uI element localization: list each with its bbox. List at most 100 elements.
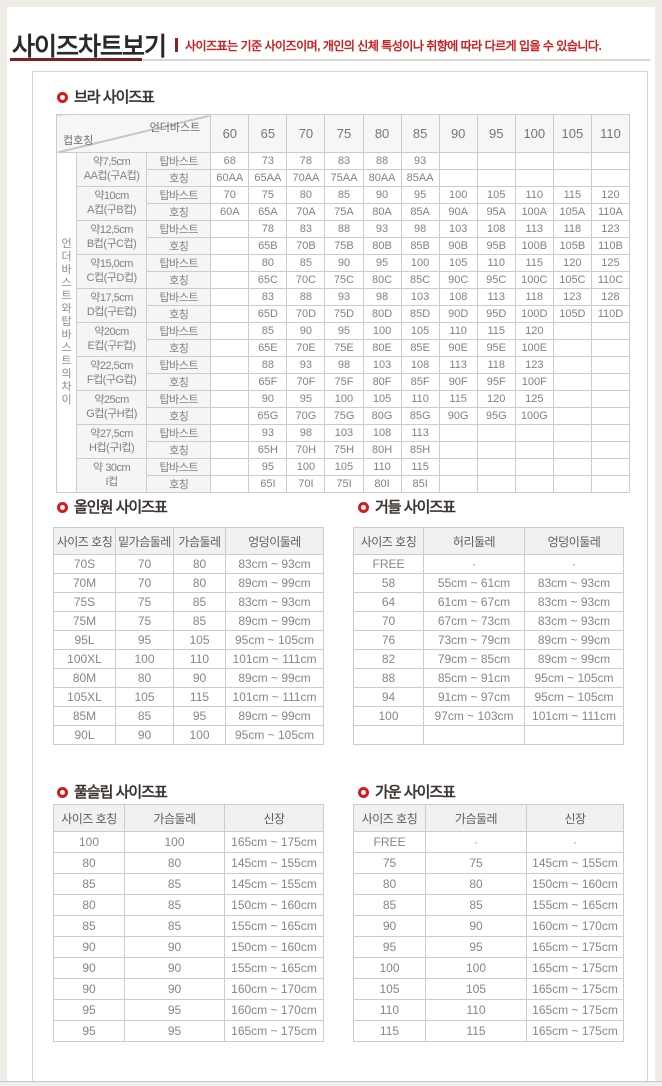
size-code-value: 90C xyxy=(438,271,478,289)
size-code-value: 95E xyxy=(476,339,516,357)
section-title-fullslip: 풀슬립 사이즈표 xyxy=(57,781,168,802)
topbust-value: 120 xyxy=(476,390,516,408)
size-code-value: 80I xyxy=(362,475,402,493)
size-code-value xyxy=(552,169,592,187)
topbust-value xyxy=(552,390,592,408)
table-cell: 70 xyxy=(353,611,424,631)
topbust-value: 95 xyxy=(324,322,364,340)
table-row: 75M 75 85 89cm ~ 99cm xyxy=(53,611,324,631)
bra-row-topbust: 약10cm A컵(구B컵) 탑바스트 70 75 80 85 90 95 100 105 110 115… xyxy=(57,186,631,221)
table-cell: 80M xyxy=(53,668,116,688)
table-cell: 101cm ~ 111cm xyxy=(225,649,324,669)
size-code-value: 85D xyxy=(400,305,440,323)
table-cell: 75S xyxy=(53,592,116,612)
row-label-topbust: 탑바스트 xyxy=(146,424,212,442)
size-code-value: 105D xyxy=(552,305,592,323)
row-label-code: 호칭 xyxy=(146,203,212,221)
table-cell: 91cm ~ 97cm xyxy=(423,687,525,707)
topbust-value: 110 xyxy=(362,458,402,476)
bra-cup-label-cell: 약12,5cm B컵(구C컵) xyxy=(76,220,148,255)
size-code-value xyxy=(210,373,250,391)
size-code-value: 70F xyxy=(286,373,326,391)
cup-name-label: F컵(구G컵) xyxy=(86,373,137,386)
table-row: 94 91cm ~ 97cm 95cm ~ 105cm xyxy=(353,687,624,707)
table-cell: 85cm ~ 91cm xyxy=(423,668,525,688)
topbust-value: 120 xyxy=(514,322,554,340)
cup-diff-label: 약10cm xyxy=(94,189,129,202)
topbust-value xyxy=(514,458,554,476)
table-cell: 85 xyxy=(425,894,527,916)
topbust-value xyxy=(210,424,250,442)
size-code-value: 75G xyxy=(324,407,364,425)
size-code-value: 85AA xyxy=(400,169,440,187)
table-row: 105XL 105 115 101cm ~ 111cm xyxy=(53,687,324,707)
girdle-size-table: 사이즈 호칭 허리둘레 엉덩이둘레 FREE · · 58 55cm ~ 61cm 83cm … xyxy=(353,527,624,745)
size-code-value: 90B xyxy=(438,237,478,255)
page-edge-right xyxy=(655,0,662,1086)
topbust-value: 93 xyxy=(286,356,326,374)
topbust-value xyxy=(552,356,592,374)
table-cell: 75 xyxy=(425,852,527,874)
table-cell: 110 xyxy=(353,999,426,1021)
column-header: 엉덩이둘레 xyxy=(225,527,324,555)
table-cell: 83cm ~ 93cm xyxy=(524,573,624,593)
table-cell: 101cm ~ 111cm xyxy=(225,687,324,707)
size-code-value: 75C xyxy=(324,271,364,289)
table-cell: 115 xyxy=(425,1020,527,1042)
bra-side-label-cell: 언더바스트와 탑바스트의 차이 xyxy=(55,152,78,493)
table-row: 70S 70 80 83cm ~ 93cm xyxy=(53,554,324,574)
bra-cup-label-cell: 약25cm G컵(구H컵) xyxy=(76,390,148,425)
table-cell: 58 xyxy=(353,573,424,593)
underbust-column-header: 110 xyxy=(590,114,631,153)
row-label-code: 호칭 xyxy=(146,339,212,357)
size-code-value xyxy=(552,441,592,459)
bra-header-row: 언더바스트 컵호칭 60 65 70 75 80 85 90 95 100 105 110 xyxy=(55,114,631,153)
cup-name-label: C컵(구D컵) xyxy=(86,271,138,284)
row-label-topbust: 탑바스트 xyxy=(146,356,212,374)
bra-cup-label-cell: 약17,5cm D컵(구E컵) xyxy=(76,288,148,323)
row-label-topbust: 탑바스트 xyxy=(146,152,212,170)
table-row: 100 100 165cm ~ 175cm xyxy=(353,957,624,979)
topbust-value: 100 xyxy=(362,322,402,340)
table-row: 100 97cm ~ 103cm 101cm ~ 111cm xyxy=(353,706,624,726)
row-label-topbust: 탑바스트 xyxy=(146,186,212,204)
topbust-value: 123 xyxy=(590,220,631,238)
underbust-column-header: 75 xyxy=(324,114,364,153)
size-code-value: 90A xyxy=(438,203,478,221)
topbust-value xyxy=(514,152,554,170)
cup-name-label: AA컵(구A컵) xyxy=(83,169,140,182)
bra-cup-label-cell: 약22,5cm F컵(구G컵) xyxy=(76,356,148,391)
topbust-value: 125 xyxy=(590,254,631,272)
allinone-header-row: 사이즈 호칭 밑가슴둘레 가슴둘레 엉덩이둘레 xyxy=(53,527,324,555)
table-cell: 70M xyxy=(53,573,116,593)
row-label-topbust: 탑바스트 xyxy=(146,322,212,340)
table-cell: 110 xyxy=(173,649,226,669)
table-cell: 95cm ~ 105cm xyxy=(524,668,624,688)
table-cell: 89cm ~ 99cm xyxy=(524,649,624,669)
size-code-value xyxy=(514,441,554,459)
page-title: 사이즈차트보기 xyxy=(12,33,167,61)
underbust-column-header: 65 xyxy=(248,114,288,153)
topbust-value: 105 xyxy=(438,254,478,272)
table-cell: 83cm ~ 93cm xyxy=(524,592,624,612)
underbust-column-header: 100 xyxy=(514,114,554,153)
allinone-size-table: 사이즈 호칭 밑가슴둘레 가슴둘레 엉덩이둘레 70S 70 80 83cm ~ 93cm 7… xyxy=(53,527,324,745)
size-code-value: 95B xyxy=(476,237,516,255)
size-code-value xyxy=(438,475,478,493)
size-code-value: 110B xyxy=(590,237,631,255)
size-code-value xyxy=(210,441,250,459)
table-cell: 165cm ~ 175cm xyxy=(526,1020,624,1042)
title-note-divider xyxy=(175,38,179,52)
topbust-value: 95 xyxy=(362,254,402,272)
topbust-value xyxy=(210,356,250,374)
table-cell: 80 xyxy=(53,894,125,916)
table-cell: 70S xyxy=(53,554,116,574)
size-code-value: 95G xyxy=(476,407,516,425)
size-code-value xyxy=(210,407,250,425)
size-code-value: 65A xyxy=(248,203,288,221)
row-label-topbust: 탑바스트 xyxy=(146,220,212,238)
bra-row-code: 호칭 65E 70E 75E 80E 85E 90E 95E 100E xyxy=(57,339,631,357)
topbust-value: 123 xyxy=(514,356,554,374)
table-cell: · xyxy=(425,831,527,853)
topbust-value: 68 xyxy=(210,152,250,170)
